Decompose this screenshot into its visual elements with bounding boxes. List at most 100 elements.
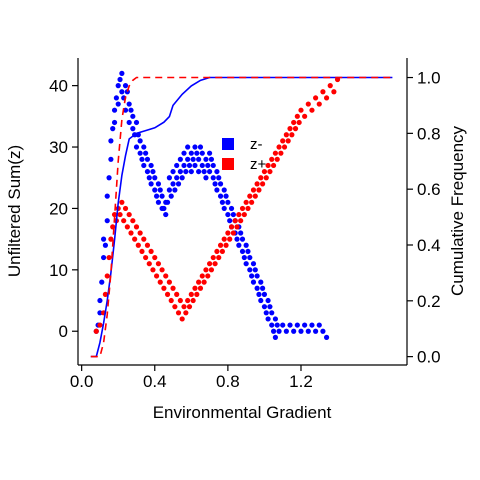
- z--point: [104, 193, 110, 199]
- z+-point: [121, 218, 127, 224]
- z--point: [188, 150, 194, 156]
- z+-point: [298, 107, 304, 113]
- z+-point: [280, 138, 286, 144]
- z+-point: [278, 150, 284, 156]
- z--point: [174, 175, 180, 181]
- z--point: [201, 168, 207, 175]
- z+-point: [261, 168, 268, 175]
- z--point: [265, 297, 271, 304]
- z+-point: [163, 273, 169, 279]
- z+-point: [287, 126, 293, 132]
- z-plus-cdf-line: [90, 76, 393, 358]
- z+-point: [170, 285, 176, 291]
- z+-point: [164, 291, 171, 297]
- z+-point: [159, 267, 165, 273]
- z--point: [214, 187, 220, 193]
- z+-point: [281, 144, 288, 150]
- left-y-tick-label: 10: [49, 261, 68, 280]
- z--point: [115, 83, 121, 89]
- z--point: [241, 254, 247, 261]
- z--point: [144, 156, 151, 162]
- z--point: [270, 328, 277, 334]
- z+-point: [323, 95, 330, 101]
- z-minus-cdf-line: [90, 76, 393, 358]
- z+-point: [225, 230, 231, 236]
- z--point: [185, 156, 191, 162]
- z--point: [113, 95, 119, 101]
- x-tick-label: 0.0: [70, 372, 94, 391]
- z+-point: [327, 83, 333, 89]
- z+-point: [227, 236, 233, 242]
- z+-point: [155, 261, 162, 267]
- z+-point: [201, 279, 207, 285]
- z--point: [141, 144, 147, 150]
- z+-point: [192, 285, 198, 291]
- z--point: [243, 242, 249, 248]
- z--point: [144, 168, 151, 175]
- z--point: [203, 175, 209, 181]
- z--point: [221, 187, 227, 193]
- z--point: [228, 205, 235, 212]
- z+-point: [128, 230, 134, 236]
- left-y-axis-ticks: 0 10 20 30 40: [49, 77, 78, 341]
- z--point: [287, 322, 293, 328]
- z--point: [214, 168, 220, 175]
- z+-point: [272, 150, 278, 156]
- z--point: [227, 218, 233, 224]
- z--point: [247, 254, 253, 261]
- z+-point: [270, 162, 277, 169]
- z+-point: [250, 187, 257, 193]
- z--point: [126, 101, 132, 107]
- z--point: [133, 144, 140, 150]
- z+-point: [207, 261, 213, 267]
- z--point: [181, 150, 187, 156]
- z+-point: [210, 254, 216, 261]
- z+-point: [177, 297, 183, 304]
- z--point: [219, 199, 225, 205]
- z--point: [150, 168, 156, 175]
- z+-point: [283, 132, 289, 138]
- z+-point: [243, 199, 249, 205]
- z--point: [267, 304, 273, 310]
- z--point: [272, 334, 278, 340]
- z--point: [148, 181, 154, 187]
- z--point: [124, 89, 130, 95]
- z+-point: [168, 297, 174, 304]
- z+-point: [331, 89, 337, 95]
- z+-point: [111, 211, 118, 218]
- z--point: [155, 181, 162, 187]
- z+-point: [203, 267, 209, 273]
- z--point: [199, 162, 205, 169]
- z--point: [217, 181, 224, 187]
- cumulative-frequency-lines: [90, 76, 393, 358]
- z--point: [141, 162, 147, 169]
- z+-point: [122, 205, 129, 212]
- z--point: [130, 113, 136, 119]
- z--point: [197, 144, 204, 150]
- z+-point: [294, 113, 300, 119]
- z+-point: [124, 224, 130, 230]
- legend-swatch-z-plus: [222, 158, 234, 170]
- z--point: [157, 187, 163, 193]
- z--point: [111, 119, 118, 126]
- z--point: [196, 168, 202, 175]
- z--point: [126, 119, 132, 126]
- plot-area: [77, 58, 408, 366]
- z+-point: [216, 254, 222, 261]
- z+-point: [205, 273, 211, 279]
- z--point: [104, 218, 110, 224]
- z--point: [216, 175, 222, 181]
- z--point: [155, 199, 162, 205]
- z--point: [106, 175, 112, 181]
- z+-point: [309, 107, 315, 113]
- z--point: [99, 279, 105, 285]
- z--point: [133, 119, 140, 126]
- left-y-tick-label: 30: [49, 138, 68, 157]
- z--point: [261, 304, 268, 310]
- z--point: [320, 328, 326, 334]
- z+-point: [289, 132, 295, 138]
- z--point: [210, 175, 216, 181]
- z+-point: [256, 187, 262, 193]
- z--point: [183, 168, 189, 175]
- z--point: [276, 328, 282, 334]
